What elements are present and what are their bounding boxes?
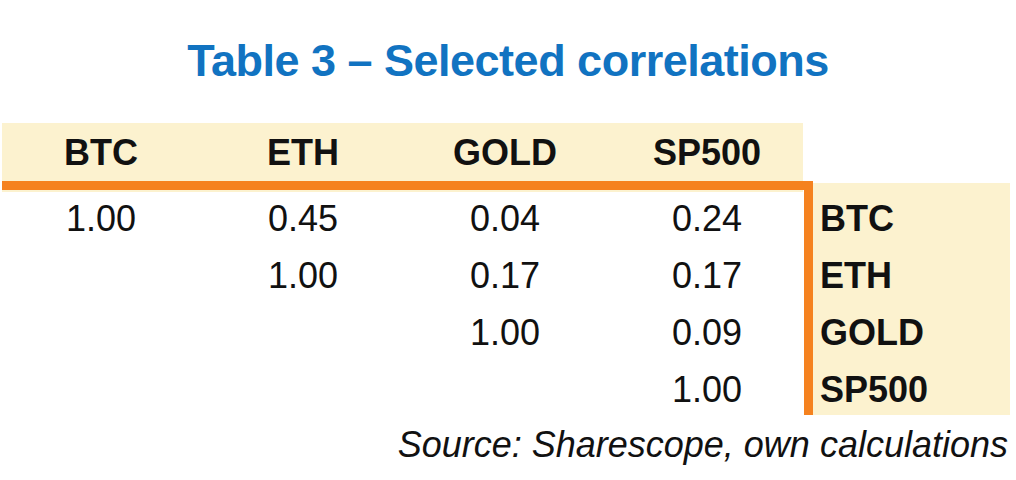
cell-btc-btc: 1.00 <box>0 198 202 240</box>
col-header-gold: GOLD <box>404 132 606 174</box>
source-note: Source: Sharescope, own calculations <box>398 424 1008 466</box>
col-header-btc: BTC <box>0 132 202 174</box>
col-header-sp500: SP500 <box>606 132 808 174</box>
cell-gold-gold: 1.00 <box>404 312 606 354</box>
row-label-eth: ETH <box>820 255 1008 297</box>
table-title: Table 3 – Selected correlations <box>0 34 1016 88</box>
row-label-gold: GOLD <box>820 312 1008 354</box>
table-3-figure: Table 3 – Selected correlations BTC ETH … <box>0 0 1016 480</box>
row-label-btc: BTC <box>820 198 1008 240</box>
correlation-matrix: 1.00 0.45 0.04 0.24 1.00 0.17 0.17 1.00 … <box>0 190 808 418</box>
row-label-sp500: SP500 <box>820 369 1008 411</box>
cell-sp500-sp500: 1.00 <box>606 369 808 411</box>
cell-btc-gold: 0.04 <box>404 198 606 240</box>
cell-gold-sp500: 0.09 <box>606 312 808 354</box>
row-label-column: BTC ETH GOLD SP500 <box>820 190 1008 418</box>
cell-eth-gold: 0.17 <box>404 255 606 297</box>
column-header-row: BTC ETH GOLD SP500 <box>0 123 808 183</box>
col-header-eth: ETH <box>202 132 404 174</box>
cell-eth-sp500: 0.17 <box>606 255 808 297</box>
cell-btc-sp500: 0.24 <box>606 198 808 240</box>
cell-eth-eth: 1.00 <box>202 255 404 297</box>
cell-btc-eth: 0.45 <box>202 198 404 240</box>
